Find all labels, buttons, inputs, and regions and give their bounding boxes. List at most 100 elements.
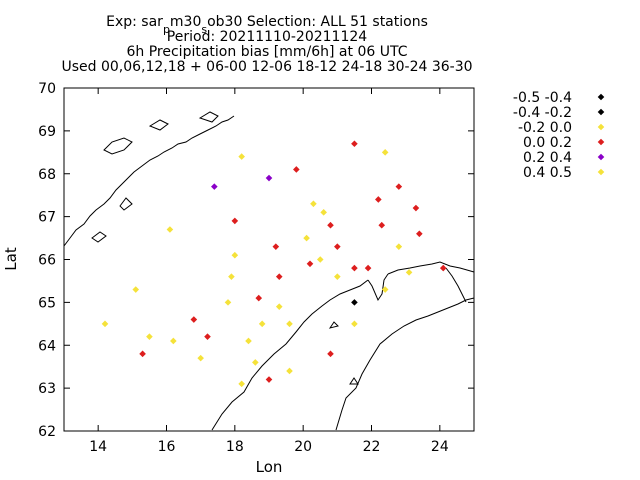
y-tick-label: 70 [38,81,56,97]
station-point-series-2 [228,273,235,280]
y-tick-label: 69 [38,124,56,140]
y-tick-label: 63 [38,381,56,397]
island-3 [198,111,219,123]
y-tick-label: 68 [38,167,56,183]
station-point-series-2 [310,200,317,208]
station-point-series-3 [439,264,447,272]
station-point-series-3 [231,217,239,225]
legend-marker [597,108,605,116]
legend-label: -0.2 0.0 [518,120,572,136]
title-exp-rest: ob30 Selection: ALL 51 stations [207,14,428,30]
y-tick-label: 65 [38,295,56,311]
x-tick-label: 16 [158,439,176,455]
station-point-series-2 [252,359,259,366]
title-line-3: 6h Precipitation bias [mm/6h] at 06 UTC [127,44,408,60]
legend-label: 0.2 0.4 [523,150,572,166]
station-point-series-3 [265,376,273,383]
station-point-series-3 [275,273,283,280]
coast-inlet-1 [91,231,107,243]
station-point-series-3 [255,294,263,302]
russia-border [445,267,467,303]
station-point-series-3 [293,166,300,173]
y-tick-label: 64 [38,338,56,354]
station-point-series-3 [395,183,403,190]
legend-marker [597,153,605,161]
station-point-series-4 [265,174,273,182]
island-2 [148,119,169,131]
station-point-series-2 [245,337,252,345]
x-tick-label: 18 [226,439,244,455]
station-point-series-3 [351,140,358,148]
legend-label: -0.5 -0.4 [513,90,572,106]
island-4 [328,321,339,329]
x-tick-label: 20 [294,439,312,455]
x-axis-label: Lon [256,458,283,476]
station-point-series-3 [327,350,334,358]
station-point-series-2 [381,149,389,156]
station-point-series-2 [381,286,389,293]
gulf-of-bothnia-north [367,273,389,302]
station-point-series-2 [334,273,341,280]
station-point-series-2 [231,251,239,259]
station-point-series-2 [316,256,324,263]
station-point-series-2 [351,320,358,328]
title-line-4: Used 00,06,12,18 + 06-00 12-06 18-12 24-… [61,59,472,75]
station-point-series-3 [412,204,420,212]
legend-label: -0.4 -0.2 [513,105,572,121]
station-point-series-2 [395,243,403,250]
station-point-series-2 [146,333,153,340]
plot-area [63,87,475,432]
station-point-series-2 [101,320,109,328]
y-axis-label: Lat [2,247,20,271]
title-line-2: Period: 20211110-20211124 [167,29,367,45]
station-point-series-3 [378,221,386,229]
legend-label: 0.4 0.5 [523,165,572,181]
station-point-series-3 [351,264,358,272]
station-point-series-2 [258,320,266,328]
station-point-series-2 [166,226,174,233]
station-point-series-2 [286,367,293,375]
station-point-series-2 [405,269,413,276]
y-tick-label: 62 [38,424,56,440]
title-sub-s: s [201,23,207,36]
title-line-1: Exp: sarpm30sob30 Selection: ALL 51 stat… [106,14,428,36]
axes: 14 16 18 20 22 24 62 63 64 65 66 67 68 69 70 [38,81,474,455]
coast-inlet-2 [119,197,133,211]
chart-title: Exp: sarpm30sob30 Selection: ALL 51 stat… [61,14,472,75]
finland-border [387,261,475,275]
station-point-series-3 [416,230,423,238]
legend-marker [597,138,605,146]
x-tick-label: 14 [89,439,107,455]
station-point-series-4 [211,183,218,190]
title-exp-prefix: Exp: sar [106,14,163,30]
title-sub-p: p [163,23,170,36]
y-tick-label: 66 [38,253,56,269]
station-point-series-3 [190,316,198,323]
norway-coast-line [63,115,235,247]
station-point-series-3 [306,260,314,268]
station-point-series-2 [238,380,245,388]
island-5 [349,377,359,385]
map-coastline [63,111,475,431]
station-point-series-3 [334,243,341,250]
station-point-series-3 [364,264,372,272]
station-point-series-2 [303,234,310,242]
station-point-series-2 [238,153,245,160]
x-tick-label: 24 [431,439,449,455]
legend-marker [597,168,605,176]
gulf-of-bothnia-west [211,279,369,431]
station-point-series-3 [204,333,211,340]
gulf-of-bothnia-east [335,297,475,431]
x-tick-label: 22 [363,439,381,455]
station-point-series-3 [375,196,382,203]
station-point-series-2 [286,320,293,328]
station-point-series-2 [224,299,232,306]
station-point-series-2 [197,354,204,362]
legend-marker [597,93,605,101]
island-1 [103,137,133,155]
legend-marker [597,123,605,131]
legend: -0.5 -0.4-0.4 -0.2-0.2 0.00.0 0.20.2 0.4… [513,90,605,181]
station-point-series-2 [132,286,140,293]
station-point-series-3 [139,350,146,358]
